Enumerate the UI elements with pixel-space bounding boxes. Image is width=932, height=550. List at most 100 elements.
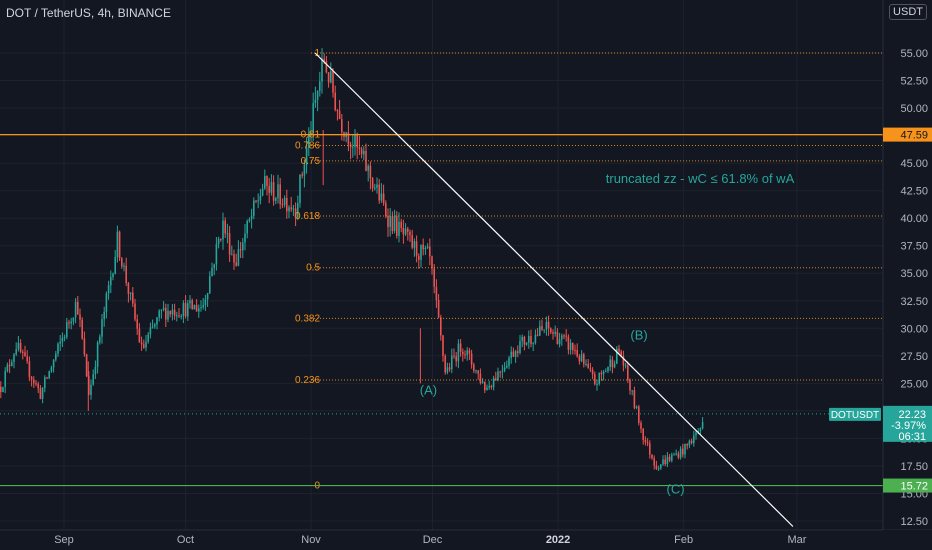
candle-body xyxy=(424,247,427,250)
candle-body xyxy=(74,301,77,318)
y-tick-label: 12.50 xyxy=(900,516,928,528)
candle-body xyxy=(578,356,581,362)
candle-body xyxy=(464,354,466,356)
candle-body xyxy=(426,246,429,248)
x-tick-label: Sep xyxy=(54,534,74,546)
candle-body xyxy=(341,119,343,133)
candle-body xyxy=(255,200,257,202)
candle-body xyxy=(543,329,545,331)
candle-body xyxy=(338,110,341,120)
candle-body xyxy=(107,285,110,294)
candle-body xyxy=(297,203,299,218)
candle-body xyxy=(180,315,182,317)
candle-body xyxy=(125,265,127,283)
candle-body xyxy=(649,443,651,455)
candle-body xyxy=(563,335,565,337)
candle-body xyxy=(396,216,398,236)
candle-body xyxy=(459,343,462,352)
candle-body xyxy=(690,440,693,444)
candle-body xyxy=(308,133,310,148)
candle-body xyxy=(635,406,638,408)
candle-body xyxy=(292,208,295,210)
candle-body xyxy=(510,351,512,358)
candle-body xyxy=(24,352,26,357)
candle-body xyxy=(393,216,396,232)
candle-body xyxy=(162,307,165,310)
candle-body xyxy=(156,317,158,325)
candle-body xyxy=(673,454,675,456)
candle-body xyxy=(61,337,64,342)
candles xyxy=(0,48,704,471)
candle-body xyxy=(138,328,141,343)
candle-body xyxy=(330,71,332,83)
candle-body xyxy=(662,459,664,465)
candle-body xyxy=(369,165,372,179)
candle-body xyxy=(4,371,6,387)
candle-body xyxy=(110,277,112,286)
candle-body xyxy=(591,369,594,375)
candle-body xyxy=(376,184,378,188)
candle-body xyxy=(299,174,301,204)
candle-body xyxy=(442,335,444,356)
candle-body xyxy=(495,378,497,381)
candle-body xyxy=(83,338,86,355)
candle-body xyxy=(105,293,108,312)
candle-body xyxy=(312,103,314,133)
candle-body xyxy=(503,367,506,371)
candle-body xyxy=(517,351,519,353)
candle-body xyxy=(470,353,473,365)
candle-body xyxy=(6,364,9,372)
candle-body xyxy=(622,356,625,366)
candle-body xyxy=(420,244,422,260)
candle-body xyxy=(13,354,15,362)
y-tick-label: 50.00 xyxy=(900,103,928,115)
currency-button[interactable]: USDT xyxy=(889,4,927,20)
candle-body xyxy=(671,454,673,461)
candle-body xyxy=(66,322,68,338)
price-badge xyxy=(883,478,932,493)
candle-body xyxy=(160,309,163,311)
candle-body xyxy=(609,359,611,367)
candle-body xyxy=(620,351,622,357)
candle-body xyxy=(321,58,323,82)
candle-body xyxy=(143,344,145,348)
wave-label: (A) xyxy=(420,382,437,397)
candle-body xyxy=(679,448,682,458)
price-badge-label: 47.59 xyxy=(900,130,928,142)
candle-body xyxy=(176,315,178,317)
candle-body xyxy=(455,356,457,362)
candle-body xyxy=(409,231,411,236)
candle-body xyxy=(213,264,215,269)
x-tick-label: Nov xyxy=(301,534,321,546)
candle-body xyxy=(305,147,308,165)
candle-body xyxy=(594,374,596,385)
candle-body xyxy=(189,300,191,304)
axis-corner xyxy=(883,530,932,550)
candle-body xyxy=(272,182,275,201)
candle-body xyxy=(492,378,495,388)
candle-body xyxy=(475,370,477,372)
price-axis-bg xyxy=(883,0,932,550)
candle-body xyxy=(242,242,244,251)
candle-body xyxy=(596,383,598,385)
candle-body xyxy=(244,233,246,243)
candle-body xyxy=(0,386,2,392)
candle-body xyxy=(400,221,402,228)
candle-body xyxy=(356,134,358,148)
candle-body xyxy=(512,351,515,357)
candle-body xyxy=(88,376,90,395)
candle-body xyxy=(85,354,88,377)
candle-body xyxy=(536,334,539,336)
candle-body xyxy=(363,150,365,155)
y-tick-label: 37.50 xyxy=(900,241,928,253)
candle-body xyxy=(418,255,420,260)
y-tick-label: 30.00 xyxy=(900,323,928,335)
candle-body xyxy=(327,72,330,83)
candle-body xyxy=(558,339,561,345)
candle-body xyxy=(290,207,292,210)
candle-body xyxy=(228,233,231,255)
candle-body xyxy=(530,335,532,344)
candle-body xyxy=(675,453,677,455)
candle-body xyxy=(684,443,686,455)
